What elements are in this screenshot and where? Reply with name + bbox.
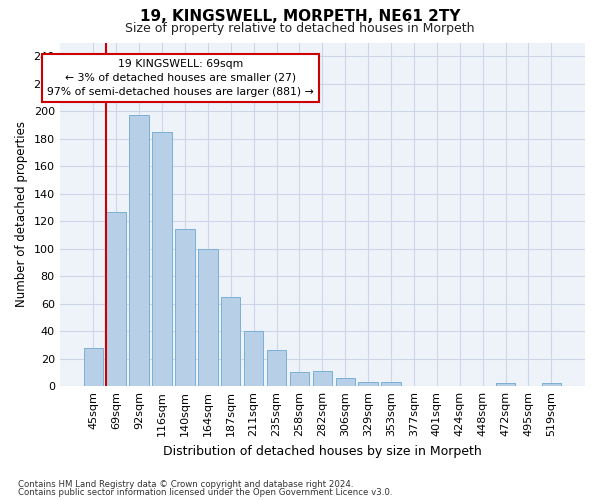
Text: 19, KINGSWELL, MORPETH, NE61 2TY: 19, KINGSWELL, MORPETH, NE61 2TY <box>140 9 460 24</box>
Bar <box>152 132 172 386</box>
Text: Contains HM Land Registry data © Crown copyright and database right 2024.: Contains HM Land Registry data © Crown c… <box>18 480 353 489</box>
Bar <box>198 248 218 386</box>
Text: 19 KINGSWELL: 69sqm
← 3% of detached houses are smaller (27)
97% of semi-detache: 19 KINGSWELL: 69sqm ← 3% of detached hou… <box>47 59 314 97</box>
Text: Contains public sector information licensed under the Open Government Licence v3: Contains public sector information licen… <box>18 488 392 497</box>
Bar <box>358 382 378 386</box>
Bar <box>244 331 263 386</box>
Bar <box>313 371 332 386</box>
Bar <box>130 116 149 386</box>
Bar <box>221 297 241 386</box>
Bar <box>267 350 286 386</box>
Bar <box>542 384 561 386</box>
Bar <box>106 212 126 386</box>
Bar <box>83 348 103 386</box>
Bar <box>382 382 401 386</box>
Bar <box>335 378 355 386</box>
Y-axis label: Number of detached properties: Number of detached properties <box>15 122 28 308</box>
Bar <box>175 230 194 386</box>
Text: Size of property relative to detached houses in Morpeth: Size of property relative to detached ho… <box>125 22 475 35</box>
Bar <box>290 372 309 386</box>
X-axis label: Distribution of detached houses by size in Morpeth: Distribution of detached houses by size … <box>163 444 482 458</box>
Bar <box>496 384 515 386</box>
